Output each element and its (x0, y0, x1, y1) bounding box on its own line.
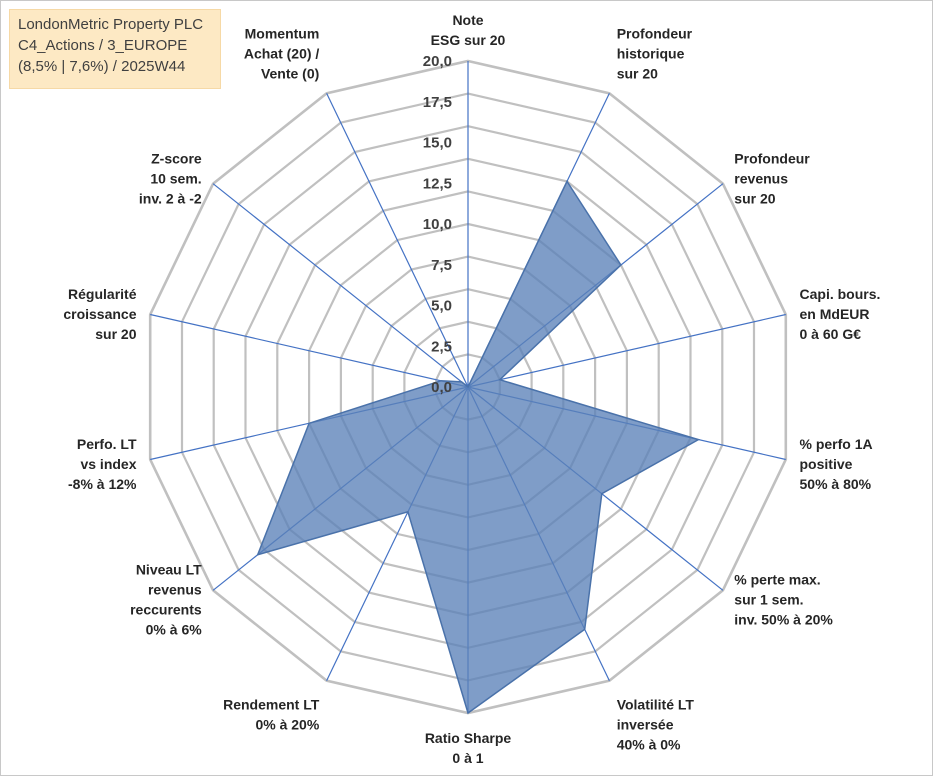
axis-label-line: -8% à 12% (68, 476, 137, 492)
axis-label: % perte max. sur 1 sem. inv. 50% à 20% (734, 572, 833, 628)
axis-label-line: Volatilité LT (617, 697, 695, 713)
axis-label-line: inv. 50% à 20% (734, 612, 833, 628)
tick-label: 12,5 (423, 175, 452, 192)
series-area (256, 179, 701, 715)
axis-label-line: revenus (148, 582, 202, 598)
rates-week: (8,5% | 7,6%) / 2025W44 (18, 58, 186, 75)
axis-label-line: 0% à 20% (255, 717, 319, 733)
axis-label-line: 50% à 80% (800, 476, 872, 492)
company-name: LondonMetric Property PLC (18, 16, 204, 33)
axis-spoke (467, 313, 786, 388)
axis-label: Profondeur historique sur 20 (617, 26, 693, 82)
axis-label: Note ESG sur 20 (431, 12, 506, 48)
tick-label: 7,5 (431, 257, 452, 274)
axis-label-line: 0% à 6% (146, 622, 203, 638)
tick-label: 17,5 (423, 94, 452, 111)
info-box: LondonMetric Property PLC C4_Actions / 3… (9, 9, 221, 89)
axis-label-line: inversée (617, 717, 674, 733)
axis-label-line: % perte max. (734, 572, 820, 588)
axis-label: Momentum Achat (20) / Vente (0) (244, 26, 320, 82)
radar-tick-labels: 0,0 2,5 5,0 7,5 10,0 12,5 15,0 17,5 20,0 (423, 53, 452, 396)
axis-label-line: sur 1 sem. (734, 592, 803, 608)
axis-label-line: Capi. bours. (800, 286, 881, 302)
axis-label-line: sur 20 (734, 190, 775, 206)
axis-label-line: en MdEUR (800, 306, 870, 322)
axis-label-line: 0 à 1 (452, 750, 483, 766)
tick-label: 10,0 (423, 216, 452, 233)
axis-label-line: sur 20 (617, 66, 658, 82)
axis-label-line: Perfo. LT (77, 436, 137, 452)
axis-label-line: Niveau LT (136, 562, 202, 578)
axis-label-line: revenus (734, 170, 788, 186)
axis-label: Z-score 10 sem. inv. 2 à -2 (139, 150, 202, 206)
axis-label: % perfo 1A positive 50% à 80% (800, 436, 873, 492)
axis-label-line: Momentum (245, 26, 320, 42)
axis-label-line: Vente (0) (261, 66, 319, 82)
axis-label: Rendement LT 0% à 20% (223, 697, 320, 733)
axis-label-line: ESG sur 20 (431, 32, 506, 48)
tick-label: 20,0 (423, 53, 452, 70)
axis-label: Perfo. LT vs index -8% à 12% (68, 436, 137, 492)
axis-label-line: vs index (80, 456, 136, 472)
axis-label-line: Ratio Sharpe (425, 730, 512, 746)
axis-label: Profondeur revenus sur 20 (734, 150, 810, 206)
tick-label: 2,5 (431, 338, 452, 355)
axis-label: Régularité croissance sur 20 (63, 286, 136, 342)
radar-series (256, 179, 701, 715)
axis-label-line: Achat (20) / (244, 46, 320, 62)
axis-label: Volatilité LT inversée 40% à 0% (617, 697, 695, 753)
axis-label-line: Régularité (68, 286, 137, 302)
axis-label-line: inv. 2 à -2 (139, 190, 202, 206)
axis-label-line: sur 20 (95, 326, 136, 342)
tick-label: 5,0 (431, 298, 452, 315)
axis-label-line: reccurents (130, 602, 202, 618)
axis-label-line: croissance (63, 306, 136, 322)
axis-label-line: Note (452, 12, 483, 28)
axis-label-line: 0 à 60 G€ (800, 326, 862, 342)
category-path: C4_Actions / 3_EUROPE (18, 37, 188, 54)
tick-label: 15,0 (423, 135, 452, 152)
axis-label-line: Profondeur (617, 26, 693, 42)
axis-label-line: positive (800, 456, 853, 472)
axis-spoke (326, 93, 469, 388)
axis-label: Niveau LT revenus reccurents 0% à 6% (130, 562, 202, 638)
axis-label: Ratio Sharpe 0 à 1 (425, 730, 512, 766)
axis-label-line: historique (617, 46, 685, 62)
axis-label-line: % perfo 1A (800, 436, 873, 452)
axis-label-line: Z-score (151, 150, 202, 166)
tick-label: 0,0 (431, 379, 452, 396)
axis-spoke (150, 313, 469, 388)
axis-spoke (212, 183, 469, 388)
axis-label-line: Profondeur (734, 150, 810, 166)
axis-label-line: 10 sem. (150, 170, 201, 186)
axis-label-line: Rendement LT (223, 697, 320, 713)
radar-axis-labels: Note ESG sur 20 Profondeur historique sur 20… (63, 12, 880, 766)
axis-label: Capi. bours. en MdEUR 0 à 60 G€ (800, 286, 881, 342)
axis-label-line: 40% à 0% (617, 737, 681, 753)
